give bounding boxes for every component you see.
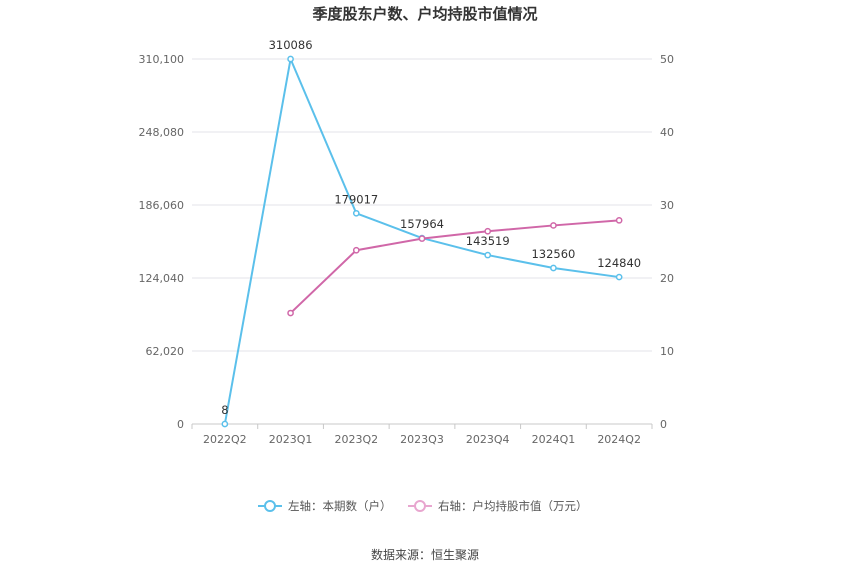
chart-title: 季度股东户数、户均持股市值情况 [312, 5, 537, 23]
x-tick-label: 2023Q2 [334, 433, 378, 446]
y-right-tick-label: 50 [660, 53, 674, 66]
x-tick-label: 2024Q2 [597, 433, 641, 446]
legend-label: 左轴：本期数（户） [288, 499, 392, 513]
data-point [352, 246, 360, 254]
y-left-tick-label: 186,060 [139, 199, 185, 212]
data-point [615, 273, 623, 281]
legend-swatch-marker [264, 500, 276, 512]
data-label: 132560 [531, 247, 575, 261]
grid-lines [192, 58, 652, 352]
y-left-tick-label: 0 [177, 418, 184, 431]
series-layer: 8 310086 179017 157964 143519 132560 124840 [221, 38, 641, 428]
data-point [550, 222, 557, 229]
axes: 0 0 62,020 10 124,040 20 186,060 30 248,080 40 310… [139, 53, 675, 446]
y-left-tick-label: 248,080 [139, 126, 185, 139]
data-label: 8 [221, 403, 228, 417]
legend-label: 右轴：户均持股市值（万元） [438, 499, 588, 513]
x-tick-label: 2022Q2 [203, 433, 247, 446]
data-point [418, 235, 426, 242]
x-tick-label: 2024Q1 [532, 433, 576, 446]
data-label: 143519 [466, 234, 510, 248]
data-point [484, 227, 492, 235]
data-label: 124840 [597, 256, 641, 270]
y-left-tick-label: 124,040 [139, 272, 185, 285]
source-note: 数据来源：恒生聚源 [371, 547, 479, 562]
x-tick-label: 2023Q1 [269, 433, 313, 446]
legend: 左轴：本期数（户） 右轴：户均持股市值（万元） [258, 499, 588, 513]
data-label: 179017 [334, 192, 378, 206]
y-right-tick-label: 20 [660, 272, 674, 285]
y-right-tick-label: 0 [660, 418, 667, 431]
data-point [287, 55, 294, 63]
y-left-tick-label: 62,020 [146, 345, 185, 358]
x-tick-label: 2023Q4 [466, 433, 510, 446]
data-point [484, 251, 492, 259]
data-label: 310086 [269, 38, 313, 52]
y-left-tick-label: 310,100 [139, 53, 185, 66]
legend-swatch-marker [414, 500, 426, 512]
x-tick-label: 2023Q3 [400, 433, 444, 446]
data-point [550, 264, 557, 272]
data-point [221, 420, 229, 428]
y-right-tick-label: 10 [660, 345, 674, 358]
data-point [352, 209, 360, 217]
y-right-tick-label: 40 [660, 126, 674, 139]
y-right-tick-label: 30 [660, 199, 674, 212]
data-point [615, 216, 623, 224]
data-point [287, 309, 294, 317]
series-line-right [289, 219, 620, 314]
data-label: 157964 [400, 217, 444, 231]
